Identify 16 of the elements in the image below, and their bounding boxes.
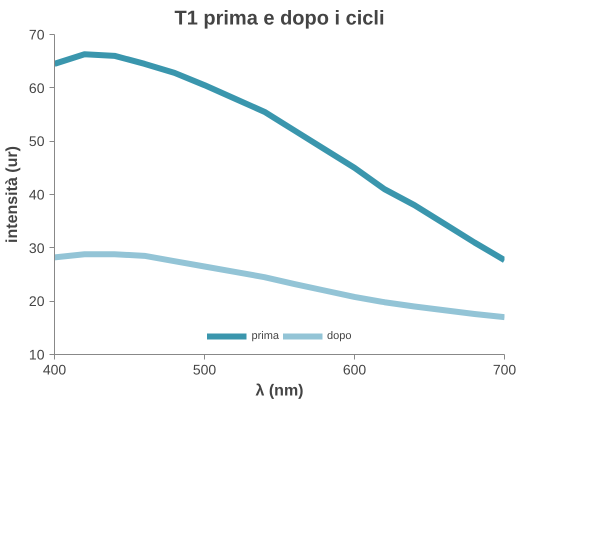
- legend-label: prima: [252, 330, 280, 342]
- x-tick-label: 700: [492, 362, 516, 378]
- x-tick-label: 400: [42, 362, 66, 378]
- x-axis-title: λ (nm): [256, 382, 304, 400]
- y-axis-title: intensità (ur): [4, 146, 21, 243]
- x-tick-label: 500: [192, 362, 216, 378]
- legend-label: dopo: [327, 330, 352, 342]
- y-tick-label: 10: [28, 346, 45, 362]
- y-tick-label: 50: [28, 133, 45, 150]
- y-tick-label: 60: [28, 80, 45, 96]
- y-tick-label: 30: [28, 240, 45, 256]
- chart-title: T1 prima e dopo i cicli: [174, 8, 385, 30]
- x-tick-label: 600: [342, 362, 366, 378]
- y-tick-label: 40: [28, 186, 45, 202]
- y-tick-label: 20: [28, 293, 45, 310]
- y-tick-label: 70: [28, 26, 45, 42]
